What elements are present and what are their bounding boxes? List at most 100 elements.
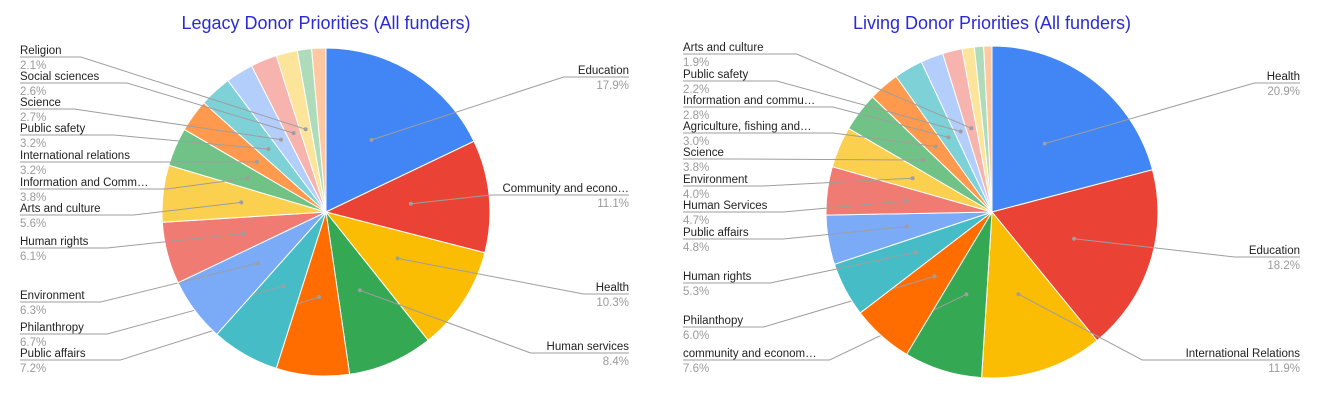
living-slice-label-11: Information and commu… [683, 95, 815, 107]
legacy-leader-dot-2 [395, 256, 400, 261]
legacy-slice-value-10: 3.2% [20, 165, 46, 177]
living-slice-value-2: 11.9% [1268, 363, 1300, 375]
living-slice-label-6: Public affairs [683, 227, 749, 239]
living-slice-label-13: Arts and culture [683, 42, 764, 54]
legacy-slice-16 [311, 47, 327, 213]
legacy-slice-label-5: Philanthropy [20, 322, 84, 334]
living-slice-value-13: 1.9% [683, 57, 709, 69]
legacy-leader-8 [20, 201, 242, 216]
legacy-leader-6 [20, 262, 258, 303]
living-slice-value-11: 2.8% [683, 110, 709, 122]
legacy-leader-14 [20, 56, 306, 130]
legacy-slice-label-2: Health [596, 282, 629, 294]
legacy-slice-value-14: 2.1% [20, 60, 46, 72]
living-slice-label-5: Human rights [683, 271, 752, 283]
legacy-leader-dot-10 [255, 159, 259, 164]
living-leader-6 [683, 226, 907, 240]
living-leader-dot-1 [1072, 236, 1077, 241]
living-leader-dot-8 [910, 176, 915, 181]
legacy-leader-dot-14 [303, 127, 308, 132]
legacy-leader-1 [410, 194, 629, 205]
living-leader-dot-4 [932, 274, 937, 279]
living-leader-13 [683, 53, 972, 129]
legacy-slice-label-10: International relations [20, 150, 130, 162]
legacy-slice-label-7: Human rights [20, 236, 89, 248]
legacy-slice-3 [325, 210, 429, 375]
legacy-leader-dot-13 [291, 131, 296, 136]
legacy-slice-value-3: 8.4% [603, 356, 629, 368]
legacy-slice-value-2: 10.3% [596, 297, 629, 309]
legacy-slice-label-1: Community and econo… [502, 183, 629, 195]
living-slice-label-7: Human Services [683, 200, 768, 212]
legacy-leader-dot-3 [357, 288, 362, 293]
legacy-slice-label-3: Human services [547, 341, 630, 353]
legacy-slice-0 [325, 47, 475, 213]
living-leader-10 [683, 132, 936, 147]
living-leader-0 [1044, 82, 1300, 145]
legacy-slice-value-12: 2.7% [20, 112, 46, 124]
legacy-chart-title: Legacy Donor Priorities (All funders) [181, 13, 470, 33]
legacy-slice-value-5: 6.7% [20, 337, 46, 349]
legacy-slice-label-0: Education [578, 65, 629, 77]
legacy-slice-label-11: Public safety [20, 123, 85, 135]
living-leader-dot-3 [964, 292, 969, 297]
living-pie: Health 20.9% Education 18.2% International R… [683, 42, 1301, 379]
legacy-leader-13 [20, 82, 294, 134]
legacy-leader-9 [20, 177, 248, 190]
living-slice-value-7: 4.7% [683, 215, 709, 227]
legacy-slice-value-0: 17.9% [596, 80, 629, 92]
living-slice-value-3: 7.6% [683, 363, 709, 375]
legacy-leader-dot-5 [281, 284, 286, 289]
living-slice-value-5: 5.3% [683, 286, 709, 298]
legacy-slice-label-12: Science [20, 97, 61, 109]
living-slice-value-0: 20.9% [1267, 86, 1300, 98]
legacy-leader-7 [20, 233, 244, 249]
legacy-slice-label-13: Social sciences [20, 71, 100, 83]
legacy-slice-1 [324, 140, 491, 254]
legacy-slice-value-4: 7.2% [20, 363, 46, 375]
legacy-pie: Education 17.9% Community and econo… 11.1% H… [20, 45, 630, 377]
legacy-slice-value-13: 2.6% [20, 86, 46, 98]
legacy-slice-label-6: Environment [20, 290, 85, 302]
living-slice-16 [983, 45, 993, 213]
living-slice-0 [991, 45, 1154, 213]
legacy-leader-dot-0 [369, 137, 374, 142]
legacy-leader-dot-11 [266, 147, 271, 152]
legacy-leader-11 [20, 134, 269, 150]
living-slice-value-12: 2.2% [683, 84, 709, 96]
legacy-slice-value-6: 6.3% [20, 305, 46, 317]
living-leader-dot-10 [933, 144, 938, 149]
legacy-slice-label-9: Information and Comm… [20, 177, 148, 189]
living-leader-8 [683, 177, 913, 187]
legacy-leader-2 [397, 257, 629, 295]
living-leader-dot-5 [913, 250, 918, 255]
living-slice-label-12: Public safety [683, 69, 748, 81]
legacy-leader-dot-4 [317, 295, 321, 299]
legacy-leader-3 [359, 289, 629, 354]
legacy-slice-value-7: 6.1% [20, 251, 46, 263]
legacy-slice-value-1: 11.1% [597, 198, 629, 210]
living-slice-label-10: Agriculture, fishing and… [683, 121, 811, 133]
living-slice-value-4: 6.0% [683, 330, 709, 342]
legacy-leader-dot-9 [245, 176, 250, 181]
living-leader-dot-11 [946, 135, 951, 140]
living-leader-dot-9 [921, 158, 926, 162]
legacy-slice-value-9: 3.8% [20, 192, 46, 204]
living-leader-1 [1074, 238, 1300, 258]
living-slice-label-2: International Relations [1186, 348, 1301, 360]
living-slice-label-4: Philanthopy [683, 315, 743, 327]
living-slice-2 [981, 210, 1098, 379]
living-slice-value-8: 4.0% [683, 189, 709, 201]
living-slice-1 [991, 169, 1159, 342]
living-slice-value-6: 4.8% [683, 242, 709, 254]
legacy-slice-label-4: Public affairs [20, 348, 86, 360]
living-leader-7 [683, 200, 907, 213]
legacy-slice-2 [324, 211, 486, 342]
living-leader-dot-2 [1016, 292, 1021, 297]
living-slice-label-0: Health [1267, 71, 1300, 83]
legacy-slice-label-14: Religion [20, 45, 62, 57]
living-slice-label-3: community and econom… [683, 348, 817, 360]
legacy-slice-value-11: 3.2% [20, 138, 46, 150]
living-leader-dot-7 [904, 198, 909, 203]
living-leader-12 [683, 80, 961, 132]
